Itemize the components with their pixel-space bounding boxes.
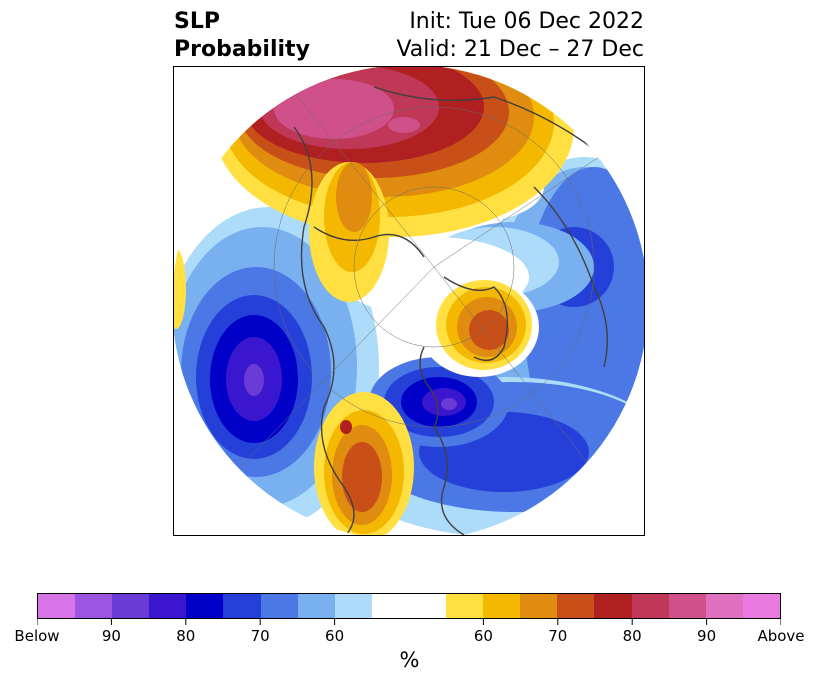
colorbar-swatch	[520, 594, 558, 618]
colorbar-ticks	[37, 619, 781, 625]
title-variable: SLP	[174, 9, 220, 34]
colorbar-swatch	[297, 594, 335, 618]
colorbar-swatch	[75, 594, 113, 618]
above-anomaly-greenland	[419, 277, 539, 377]
colorbar-swatch	[557, 594, 595, 618]
above-anomaly-west-us	[314, 392, 414, 535]
colorbar-swatch	[186, 594, 224, 618]
colorbar-swatch	[38, 594, 76, 618]
colorbar-swatch	[631, 594, 669, 618]
colorbar-tick-label: Above	[757, 627, 805, 645]
title-metric: Probability	[174, 37, 310, 62]
colorbar-tick-label: 80	[176, 627, 196, 645]
colorbar-swatch	[594, 594, 632, 618]
valid-period: Valid: 21 Dec – 27 Dec	[396, 37, 644, 62]
colorbar-tick-label: 90	[697, 627, 717, 645]
colorbar-swatch	[705, 594, 743, 618]
colorbar-swatch	[446, 594, 484, 618]
colorbar-tick-label: 80	[622, 627, 642, 645]
colorbar-swatch	[408, 594, 447, 618]
colorbar-swatch	[149, 594, 187, 618]
colorbar-swatch	[742, 594, 780, 618]
plot-title-right: Init: Tue 06 Dec 2022 Valid: 21 Dec – 27…	[396, 8, 644, 64]
colorbar-tick-label: 90	[101, 627, 121, 645]
colorbar-tick-label: Below	[14, 627, 60, 645]
colorbar-swatch	[668, 594, 706, 618]
colorbar-swatch	[223, 594, 261, 618]
init-date: Init: Tue 06 Dec 2022	[409, 9, 644, 34]
colorbar-tick-label: 70	[548, 627, 568, 645]
colorbar-swatch	[112, 594, 150, 618]
colorbar	[37, 593, 781, 619]
above-anomaly-edge	[174, 249, 186, 329]
colorbar-swatch	[260, 594, 298, 618]
colorbar-tick-label: 60	[325, 627, 345, 645]
colorbar-tick-label: 60	[473, 627, 493, 645]
colorbar-swatch	[371, 594, 409, 618]
map-panel	[173, 66, 645, 536]
colorbar-swatch	[334, 594, 372, 618]
colorbar-label: %	[399, 648, 420, 672]
colorbar-tick-label: 70	[250, 627, 270, 645]
colorbar-swatch	[483, 594, 521, 618]
polar-map	[174, 67, 644, 535]
plot-title-left: SLP Probability	[174, 8, 310, 64]
above-anomaly-canada	[309, 162, 389, 302]
